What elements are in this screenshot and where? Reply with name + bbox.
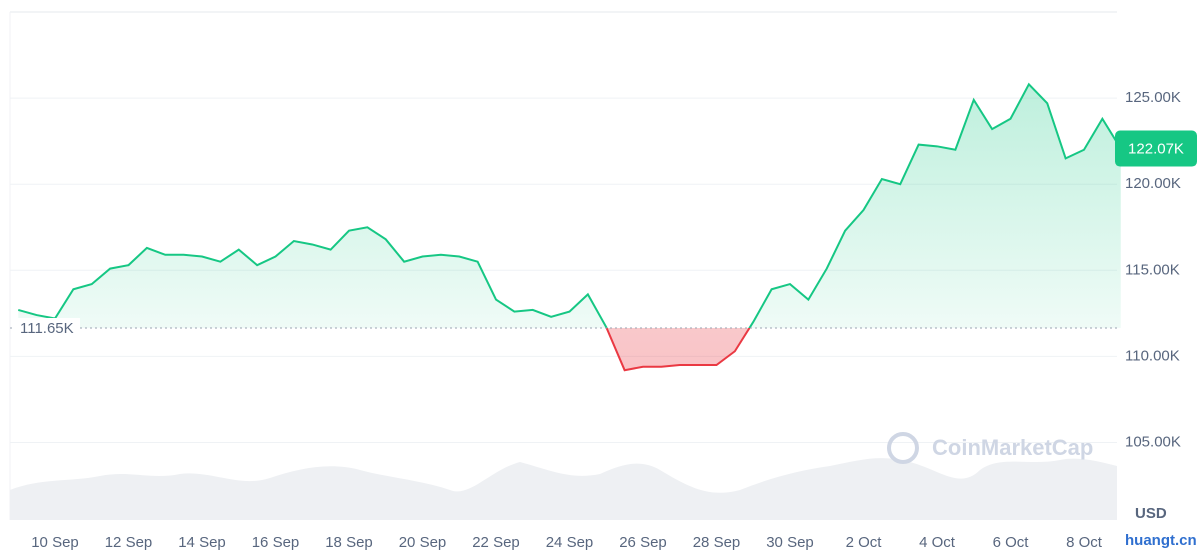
x-tick-label: 4 Oct: [919, 534, 956, 551]
y-tick-label: 105.00K: [1125, 433, 1181, 450]
baseline-label-bg: [14, 317, 80, 338]
x-tick-label: 6 Oct: [993, 534, 1030, 551]
x-tick-label: 20 Sep: [399, 534, 447, 551]
x-tick-label: 16 Sep: [252, 534, 300, 551]
x-tick-label: 14 Sep: [178, 534, 226, 551]
x-tick-label: 22 Sep: [472, 534, 520, 551]
series: 111.65K: [10, 82, 1122, 372]
y-tick-label: 115.00K: [1125, 261, 1180, 278]
x-tick-label: 30 Sep: [766, 534, 814, 551]
area-down: [606, 327, 750, 371]
area-up: [18, 84, 1121, 328]
x-tick-label: 10 Sep: [31, 534, 79, 551]
watermark: CoinMarketCap: [932, 435, 1093, 460]
volume-area: [10, 458, 1117, 520]
watermark-logo: CoinMarketCap: [887, 432, 1093, 464]
x-tick-label: 26 Sep: [619, 534, 667, 551]
y-tick-label: 120.00K: [1125, 175, 1181, 192]
x-tick-label: 18 Sep: [325, 534, 373, 551]
current-badge: [1115, 130, 1197, 167]
y-tick-label: 110.00K: [1125, 347, 1180, 364]
x-tick-label: 12 Sep: [105, 534, 153, 551]
x-tick-label: 8 Oct: [1066, 534, 1103, 551]
baseline-label: 111.65K: [20, 320, 74, 337]
x-tick-label: 24 Sep: [546, 534, 594, 551]
current-label: 122.07K: [1128, 141, 1184, 158]
axes: 105.00K 110.00K 115.00K 120.00K 125.00K 10 Se…: [31, 89, 1197, 551]
x-tick-label: 28 Sep: [693, 534, 741, 551]
line-up: [17, 82, 1122, 328]
x-tick-label: 2 Oct: [846, 534, 883, 551]
y-tick-label: 125.00K: [1125, 89, 1181, 106]
currency-label: USD: [1135, 505, 1167, 522]
site-watermark: huangt.cn: [1125, 532, 1197, 549]
